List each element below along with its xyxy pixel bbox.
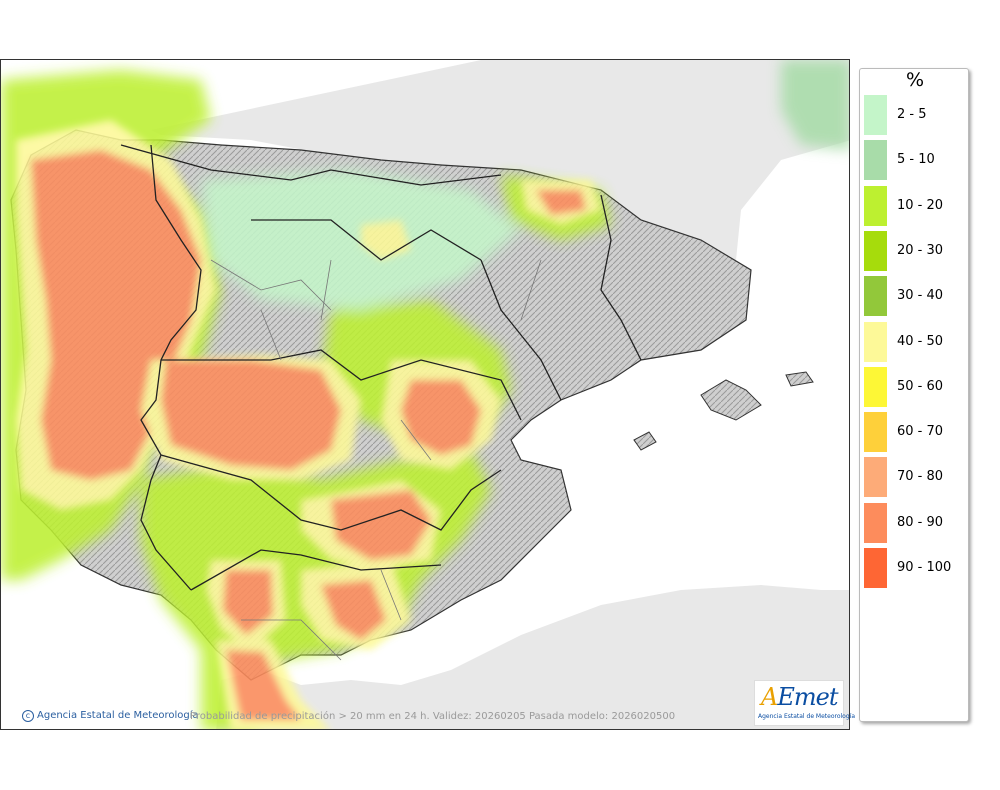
probability-map (0, 59, 850, 730)
legend-swatch (864, 230, 887, 271)
legend-item: 80 - 90 (864, 502, 968, 543)
legend-item: 70 - 80 (864, 457, 968, 498)
legend-unit: % (905, 69, 925, 91)
legend-item: 40 - 50 (864, 321, 968, 362)
legend-item: 10 - 20 (864, 185, 968, 226)
france-landmass (151, 60, 849, 275)
logo-subtitle: Agencia Estatal de Meteorología (758, 713, 855, 720)
legend-label: 80 - 90 (897, 514, 944, 530)
legend-swatch (864, 276, 887, 317)
legend-item: 30 - 40 (864, 276, 968, 317)
legend-item: 20 - 30 (864, 230, 968, 271)
credit-text: c Agencia Estatal de Meteorología (22, 710, 199, 722)
probability-shading (1, 60, 849, 729)
legend: % 2 - 5 5 - 10 10 - 20 20 - 30 30 - 40 40 - 5… (859, 68, 969, 722)
mallorca-island (700, 379, 762, 421)
admin-borders (120, 144, 642, 591)
logo-word: AEmet (761, 683, 838, 711)
map-caption: Probabilidad de precipitación > 20 mm en… (190, 711, 676, 722)
legend-label: 10 - 20 (897, 197, 944, 213)
legend-label: 90 - 100 (897, 560, 952, 575)
legend-label: 50 - 60 (897, 378, 944, 394)
credit-label: Agencia Estatal de Meteorología (37, 710, 199, 721)
legend-item: 60 - 70 (864, 412, 968, 453)
menorca-island (785, 371, 814, 387)
legend-label: 70 - 80 (897, 469, 944, 485)
legend-swatch (864, 366, 887, 407)
legend-swatch (864, 457, 887, 498)
legend-label: 20 - 30 (897, 242, 944, 258)
legend-label: 30 - 40 (897, 288, 944, 304)
copyright-icon: c (22, 710, 34, 722)
legend-swatch (864, 95, 887, 135)
legend-label: 60 - 70 (897, 424, 944, 440)
legend-swatch (864, 502, 887, 543)
ibiza-island (633, 431, 657, 451)
legend-item: 5 - 10 (864, 140, 968, 181)
legend-label: 5 - 10 (897, 152, 935, 168)
map-svg (1, 60, 849, 729)
legend-item: 2 - 5 (864, 95, 968, 135)
legend-item: 90 - 100 (864, 548, 968, 588)
legend-swatch (864, 321, 887, 362)
legend-label: 40 - 50 (897, 333, 944, 349)
legend-swatch (864, 548, 887, 588)
legend-swatch (864, 185, 887, 226)
legend-item: 50 - 60 (864, 366, 968, 407)
province-borders (210, 259, 542, 661)
legend-swatch (864, 140, 887, 181)
africa-landmass (216, 585, 849, 729)
legend-label: 2 - 5 (897, 107, 927, 122)
legend-swatch (864, 412, 887, 453)
aemet-logo: AEmet Agencia Estatal de Meteorología (754, 680, 855, 726)
